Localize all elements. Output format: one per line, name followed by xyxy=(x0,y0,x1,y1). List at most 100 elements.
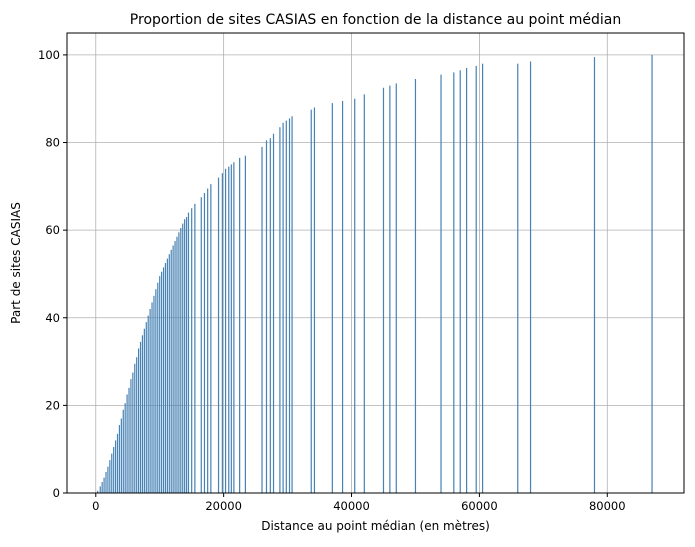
bar xyxy=(194,203,196,493)
bar xyxy=(459,70,461,493)
y-tick-label: 60 xyxy=(45,223,60,237)
bar xyxy=(105,471,107,493)
x-axis-label: Distance au point médian (en mètres) xyxy=(261,519,490,533)
bar xyxy=(207,188,209,493)
bar xyxy=(136,357,138,493)
bar xyxy=(176,236,178,493)
bar xyxy=(130,379,132,493)
bar xyxy=(651,54,653,494)
bars xyxy=(97,54,653,494)
bar xyxy=(210,184,212,493)
bar xyxy=(111,453,113,493)
bar xyxy=(132,372,134,493)
bar xyxy=(310,109,312,494)
bar xyxy=(120,418,122,493)
bar xyxy=(228,166,230,493)
bar xyxy=(239,157,241,493)
ticks: 0 20000 40000 60000 80000 0 20 40 60 80 100 xyxy=(38,48,626,513)
bar xyxy=(180,227,182,493)
bar xyxy=(145,322,147,493)
bar xyxy=(114,440,117,493)
bar xyxy=(164,263,167,493)
bar xyxy=(126,394,128,493)
bar xyxy=(143,328,145,493)
y-tick-label: 80 xyxy=(45,136,60,150)
bar xyxy=(354,98,356,493)
bar xyxy=(109,460,111,493)
bar xyxy=(269,138,271,493)
bar xyxy=(221,173,223,493)
bar xyxy=(382,87,385,493)
bar xyxy=(149,309,151,493)
bar xyxy=(279,127,281,493)
bar xyxy=(331,103,333,493)
bar xyxy=(217,177,220,494)
bar xyxy=(265,140,268,494)
bar xyxy=(184,219,186,493)
bar xyxy=(151,302,153,493)
bar xyxy=(99,486,101,493)
bar xyxy=(288,118,291,493)
y-tick-label: 100 xyxy=(38,48,60,62)
bar xyxy=(440,74,442,493)
bar xyxy=(414,79,417,493)
bar xyxy=(244,155,246,493)
bar xyxy=(138,348,140,493)
bar xyxy=(185,217,188,493)
bar xyxy=(118,425,121,493)
bar xyxy=(107,466,109,493)
x-tick-label: 20000 xyxy=(205,499,242,513)
x-tick-label: 60000 xyxy=(461,499,498,513)
bar xyxy=(291,116,293,493)
bar xyxy=(134,363,136,493)
bar xyxy=(124,403,126,493)
bar xyxy=(187,212,190,493)
bar xyxy=(178,232,180,494)
bar xyxy=(481,63,484,494)
bar xyxy=(261,146,263,493)
bar xyxy=(147,315,149,493)
bar xyxy=(166,258,168,493)
bar xyxy=(172,245,174,493)
bar xyxy=(517,63,519,494)
bar xyxy=(157,282,159,493)
bar xyxy=(230,164,232,493)
y-tick-label: 20 xyxy=(45,398,60,412)
bar xyxy=(285,120,287,493)
bar xyxy=(475,65,477,493)
bar xyxy=(101,482,103,493)
bar xyxy=(191,208,193,493)
bar xyxy=(168,254,170,493)
bar xyxy=(389,85,391,494)
bar xyxy=(395,83,397,493)
bar xyxy=(233,162,235,493)
y-axis-label: Part de sites CASIAS xyxy=(9,202,23,324)
bar xyxy=(155,289,157,493)
bar xyxy=(466,68,468,494)
bar xyxy=(103,477,105,493)
bar xyxy=(224,168,227,494)
bar xyxy=(272,133,275,493)
bar xyxy=(153,295,155,493)
bar xyxy=(174,241,176,493)
x-tick-label: 40000 xyxy=(333,499,370,513)
bar xyxy=(162,267,165,493)
bar xyxy=(313,107,316,493)
chart-title: Proportion de sites CASIAS en fonction d… xyxy=(130,12,621,28)
bar xyxy=(170,249,172,493)
bar xyxy=(128,387,130,493)
bar xyxy=(97,490,99,493)
bar xyxy=(282,122,284,494)
bar xyxy=(203,192,206,493)
bar xyxy=(141,335,144,493)
bar xyxy=(341,100,344,494)
bar xyxy=(159,276,161,493)
bar xyxy=(453,72,455,493)
bar xyxy=(113,447,115,493)
x-tick-label: 80000 xyxy=(589,499,626,513)
bar xyxy=(182,223,184,494)
bar xyxy=(161,271,163,493)
bar xyxy=(116,433,119,493)
